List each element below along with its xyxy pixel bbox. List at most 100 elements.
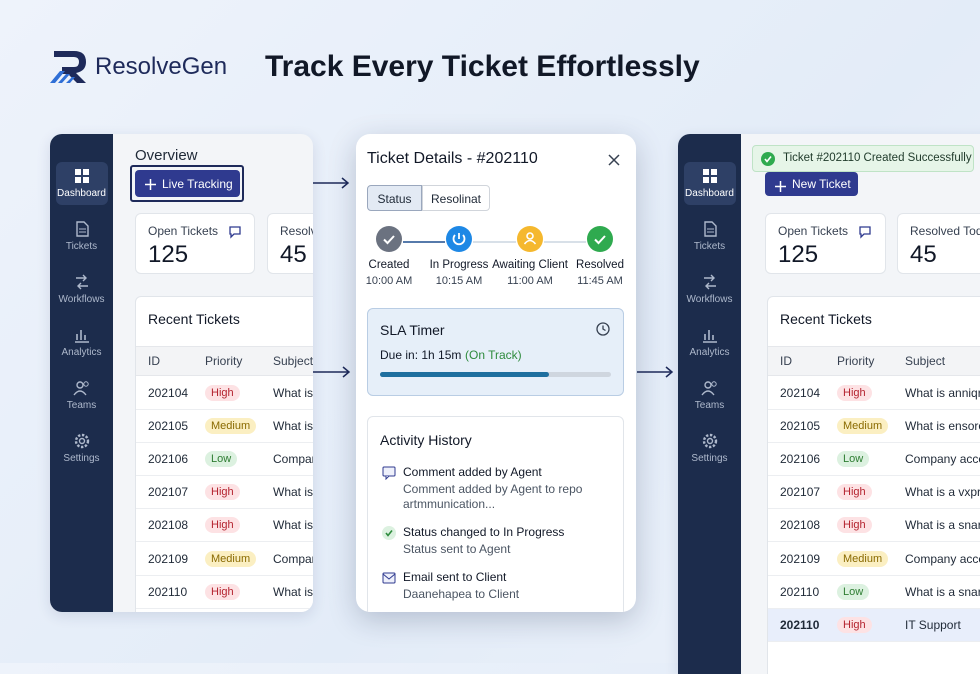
table-row bbox=[768, 576, 980, 609]
activity-title: Activity History bbox=[380, 432, 472, 448]
toast-icon-glyph bbox=[761, 152, 775, 166]
step-time: 11:45 AM bbox=[577, 275, 623, 287]
nav-icon-glyph bbox=[76, 274, 88, 290]
ticket-modal: Ticket Details - #202110 Status Resolinat C… bbox=[356, 134, 636, 612]
step-icon bbox=[587, 226, 613, 252]
priority-badge: High bbox=[837, 616, 872, 633]
nav-item[interactable]: Tickets bbox=[65, 241, 98, 252]
ticket-id: 202110 bbox=[780, 617, 820, 632]
priority-badge: High bbox=[837, 517, 872, 534]
table-row bbox=[136, 410, 313, 444]
clock-icon bbox=[596, 322, 610, 336]
step-time: 10:00 AM bbox=[365, 275, 413, 287]
priority-badge: Medium bbox=[205, 550, 257, 567]
ticket-subject: What is anniqr m bbox=[905, 386, 980, 400]
nav-icon bbox=[73, 326, 91, 344]
column-header: Subject bbox=[905, 354, 946, 368]
sla-card: SLA Timer Due in: 1h 15m (On Track) bbox=[367, 308, 624, 396]
step-time: 10:15 AM bbox=[435, 275, 483, 287]
stat-icon-glyph bbox=[859, 226, 871, 239]
nav-icon-glyph bbox=[74, 433, 90, 449]
ticket-id: 202104 bbox=[780, 386, 821, 400]
activity-icon bbox=[382, 571, 396, 585]
plus-icon bbox=[145, 177, 156, 190]
button-label: New Ticket bbox=[792, 177, 851, 191]
ticket-subject: IT Support bbox=[905, 617, 961, 632]
activity-card: Activity History Comment added by Agent Co… bbox=[367, 416, 624, 612]
priority-badge: High bbox=[205, 583, 240, 600]
ticket-id: 202110 bbox=[780, 584, 820, 599]
activity-item-title: Comment added by Agent bbox=[403, 465, 542, 479]
close-button[interactable] bbox=[608, 153, 620, 166]
activity-item-detail: Daanehapea to Client bbox=[403, 587, 520, 601]
step-label: Awaiting Client bbox=[492, 259, 568, 271]
nav-icon bbox=[701, 379, 719, 397]
primary-button[interactable]: Live Tracking bbox=[135, 170, 240, 197]
stat-label: Open Tickets bbox=[148, 224, 219, 238]
table-row bbox=[768, 608, 980, 642]
stat-value: 45 bbox=[910, 241, 937, 268]
nav-item[interactable]: Dashboard bbox=[685, 188, 734, 199]
sidebar: Dashboard Tickets Workflows Analytics Teams S… bbox=[50, 134, 113, 612]
ticket-subject: Compan bbox=[273, 452, 313, 467]
nav-item[interactable]: Analytics bbox=[689, 347, 730, 358]
ticket-subject: What is bbox=[273, 518, 313, 533]
stat-label: Resolv bbox=[280, 224, 313, 238]
activity-icon-glyph bbox=[382, 466, 396, 481]
stat-card: Resolved Tods 45 bbox=[897, 213, 980, 274]
nav-icon-glyph bbox=[703, 330, 717, 343]
nav-item[interactable]: Settings bbox=[691, 453, 728, 464]
nav-item[interactable]: Teams bbox=[66, 400, 97, 411]
nav-icon-glyph bbox=[75, 330, 89, 343]
step-icon bbox=[517, 226, 543, 252]
button-label: Live Tracking bbox=[162, 177, 233, 191]
priority-badge: Medium bbox=[837, 418, 889, 435]
stat-value: 125 bbox=[778, 241, 819, 268]
nav-icon bbox=[701, 167, 719, 185]
tab[interactable]: Status bbox=[367, 185, 422, 211]
table-row bbox=[136, 576, 313, 609]
nav-item[interactable]: Teams bbox=[694, 400, 725, 411]
step-connectors bbox=[356, 234, 636, 244]
nav-item[interactable]: Workflows bbox=[686, 294, 733, 305]
table-row bbox=[768, 443, 980, 477]
table-row bbox=[136, 443, 313, 477]
table-row bbox=[136, 509, 313, 543]
priority-badge: High bbox=[205, 484, 240, 501]
activity-icon bbox=[382, 526, 396, 540]
column-header: ID bbox=[780, 354, 792, 368]
ticket-id: 202108 bbox=[148, 518, 189, 533]
ticket-id: 202110 bbox=[148, 584, 188, 599]
activity-icon-glyph bbox=[382, 526, 396, 540]
priority-badge: Medium bbox=[205, 418, 257, 435]
recent-card: Recent Tickets ID Priority Subject 202104 Hig… bbox=[767, 296, 980, 674]
nav-icon bbox=[73, 273, 91, 291]
nav-active bbox=[684, 162, 736, 205]
headline: Track Every Ticket Effortlessly bbox=[265, 50, 700, 83]
activity-item-title: Status changed to In Progress bbox=[403, 525, 565, 539]
primary-button[interactable]: New Ticket bbox=[765, 172, 858, 196]
ticket-subject: What is bbox=[273, 386, 313, 400]
ticket-id: 202106 bbox=[780, 452, 821, 467]
nav-item[interactable]: Analytics bbox=[61, 347, 102, 358]
nav-item[interactable]: Workflows bbox=[58, 294, 105, 305]
step-icon-glyph bbox=[517, 226, 543, 252]
nav-item[interactable]: Dashboard bbox=[57, 188, 106, 199]
table-row bbox=[136, 543, 313, 576]
nav-icon bbox=[701, 273, 719, 291]
tab[interactable]: Resolinat bbox=[422, 185, 490, 211]
ticket-id: 202105 bbox=[148, 419, 189, 434]
priority-badge: High bbox=[837, 484, 872, 501]
nav-item[interactable]: Settings bbox=[63, 453, 100, 464]
ticket-subject: What is bbox=[273, 419, 313, 434]
ticket-subject: What is a snar m bbox=[905, 584, 980, 599]
table-row bbox=[136, 476, 313, 510]
priority-badge: High bbox=[205, 517, 240, 534]
ticket-subject: What is ensorol bbox=[905, 419, 980, 434]
step-label: In Progress bbox=[429, 259, 489, 271]
recent-title: Recent Tickets bbox=[780, 311, 872, 327]
nav-item[interactable]: Tickets bbox=[693, 241, 726, 252]
nav-icon-glyph bbox=[704, 274, 716, 290]
ticket-id: 202109 bbox=[148, 551, 189, 566]
ticket-subject: Compan bbox=[273, 551, 313, 566]
